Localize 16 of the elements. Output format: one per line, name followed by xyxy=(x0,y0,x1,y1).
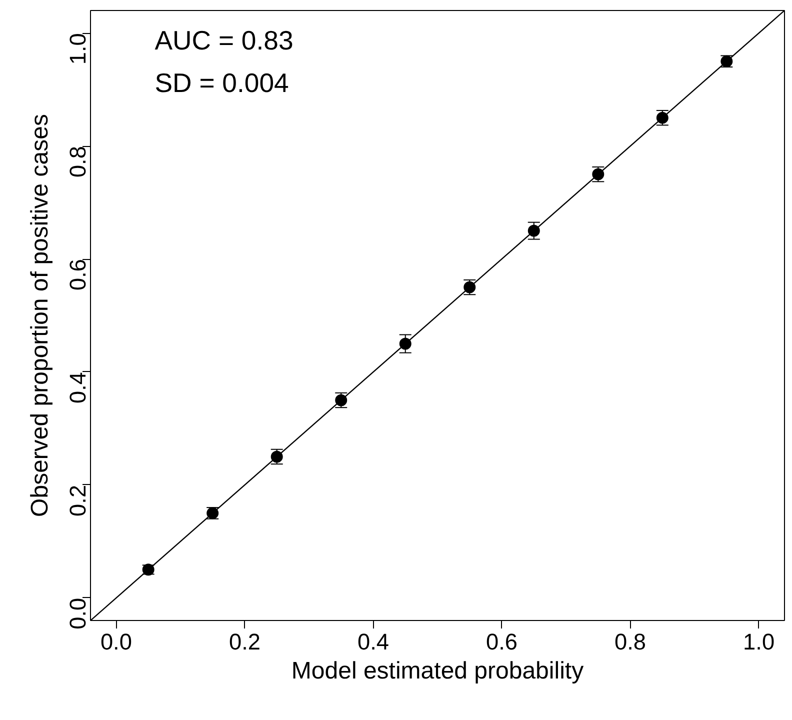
y-tick-label: 0.6 xyxy=(64,259,90,291)
x-axis-title: Model estimated probability xyxy=(291,658,584,684)
annotation: SD = 0.004 xyxy=(154,68,290,98)
y-tick-label: 0.2 xyxy=(64,484,90,516)
x-tick-label: 0.0 xyxy=(100,628,132,654)
x-tick-label: 0.4 xyxy=(357,628,389,654)
x-tick-label: 0.2 xyxy=(228,628,260,654)
x-tick-label: 1.0 xyxy=(743,628,775,654)
y-axis-title: Observed proportion of positive cases xyxy=(26,114,54,517)
y-tick-label: 0.4 xyxy=(64,372,90,404)
y-tick-label: 0.8 xyxy=(64,146,90,178)
y-tick-label: 1.0 xyxy=(64,33,90,65)
annotation: AUC = 0.83 xyxy=(154,26,294,56)
y-tick-label: 0.0 xyxy=(64,598,90,630)
x-tick-label: 0.6 xyxy=(486,628,518,654)
x-tick-label: 0.8 xyxy=(614,628,646,654)
